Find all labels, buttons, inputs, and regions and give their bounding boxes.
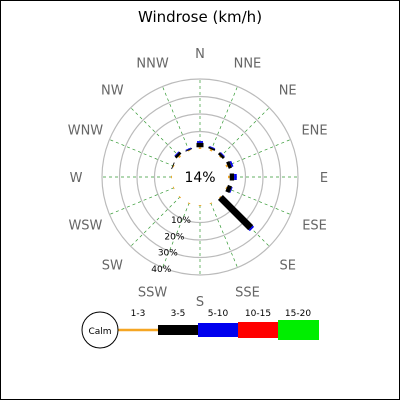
ring-40	[101, 78, 299, 276]
legend-bar-5-10	[198, 323, 238, 337]
direction-label-S: S	[196, 295, 204, 310]
wind-bars	[171, 141, 255, 232]
legend-calm-circle	[81, 311, 119, 349]
direction-label-N: N	[195, 47, 205, 62]
bar-ESE-3-5	[225, 184, 233, 193]
radial-rings	[101, 78, 299, 276]
bar-SE-1-3	[218, 195, 222, 199]
bar-ENE-3-5	[226, 161, 233, 169]
bar-NE-3-5	[217, 152, 225, 160]
legend-label-15-20: 15-20	[285, 309, 311, 319]
direction-label-ESE: ESE	[302, 218, 327, 233]
direction-label-E: E	[320, 171, 328, 186]
direction-label-WSW: WSW	[68, 218, 102, 233]
bar-NE-5-10	[220, 151, 226, 157]
bar-ENE-5-10	[229, 160, 234, 168]
bar-NW-1-3	[178, 155, 182, 159]
ring-label-30: 30%	[158, 249, 178, 259]
calm-percent-label: 14%	[184, 170, 215, 186]
legend-bar-3-5	[158, 325, 198, 335]
ring-30	[118, 95, 282, 259]
direction-label-WNW: WNW	[68, 124, 104, 139]
speed-legend: 1-3 3-5 5-10 10-15 15-20 Calm	[81, 309, 319, 349]
direction-label-NNW: NNW	[136, 56, 168, 71]
bar-NNE-1-3	[209, 149, 213, 152]
legend-label-10-15: 10-15	[245, 309, 271, 319]
direction-label-W: W	[70, 171, 83, 186]
direction-label-SW: SW	[102, 259, 123, 274]
ring-label-20: 20%	[164, 232, 184, 242]
ring-labels: 10% 20% 30% 40%	[151, 216, 191, 275]
bar-SE-3-5	[217, 194, 254, 231]
legend-label-1-3: 1-3	[131, 309, 146, 319]
bar-NNE-3-5	[208, 146, 216, 151]
ring-label-40: 40%	[151, 265, 171, 275]
ring-10	[153, 130, 247, 224]
legend-label-3-5: 3-5	[171, 309, 186, 319]
bar-ENE-1-3	[225, 164, 228, 168]
calm-center	[172, 149, 228, 205]
bar-NW-3-5	[174, 151, 182, 159]
legend-calm-label: Calm	[88, 327, 111, 337]
direction-label-SE: SE	[279, 259, 295, 274]
direction-label-NW: NW	[101, 83, 124, 98]
direction-label-NNE: NNE	[234, 56, 262, 71]
chart-title: Windrose (km/h)	[138, 8, 262, 26]
direction-label-ENE: ENE	[301, 124, 327, 139]
bar-NW-5-10	[174, 151, 180, 157]
bar-SE-5-10	[248, 225, 255, 232]
bar-NE-1-3	[218, 155, 222, 159]
direction-labels: N NNE NE ENE E ESE SE SSE S SSW SW WSW W WNW NW NNW	[68, 47, 328, 310]
ring-20	[136, 113, 264, 241]
bar-SW-1-3	[178, 195, 182, 199]
direction-label-NE: NE	[279, 83, 297, 98]
direction-label-SSE: SSE	[235, 286, 260, 301]
ring-label-10: 10%	[171, 216, 191, 226]
legend-bar-10-15	[238, 322, 278, 338]
legend-bar-15-20	[278, 320, 319, 340]
direction-label-SSW: SSW	[138, 286, 168, 301]
legend-label-5-10: 5-10	[208, 309, 229, 319]
